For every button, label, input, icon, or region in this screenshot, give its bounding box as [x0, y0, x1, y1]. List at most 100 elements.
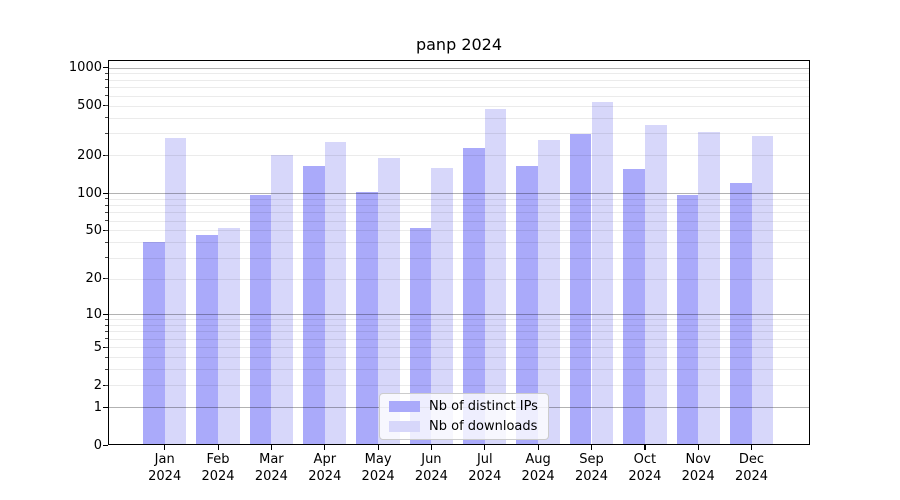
month-label: Sep	[579, 452, 604, 467]
y-minor-tick-mark	[105, 72, 108, 74]
y-tick-label: 200	[77, 147, 102, 163]
y-minor-tick-mark	[105, 198, 108, 200]
minor-gridline	[108, 230, 810, 232]
x-tick-mark	[324, 445, 326, 450]
year-label: 2024	[681, 468, 715, 484]
y-tick-label: 1	[93, 399, 102, 415]
minor-gridline	[108, 385, 810, 386]
x-tick-label-nov: Nov 2024	[671, 452, 725, 485]
bar-distinct-ips-nov	[676, 195, 699, 445]
bar-downloads-feb	[218, 228, 240, 445]
month-label: May	[364, 452, 392, 467]
y-minor-tick-mark	[105, 105, 108, 106]
year-label: 2024	[468, 468, 502, 484]
minor-gridline	[108, 117, 810, 119]
minor-gridline	[108, 95, 810, 97]
bar-downloads-jan	[164, 138, 187, 445]
x-tick-label-jul: Jul 2024	[458, 452, 512, 485]
legend-label-distinct-ips: Nb of distinct IPs	[429, 398, 538, 414]
y-tick-label: 100	[77, 185, 102, 201]
x-tick-label-dec: Dec 2024	[725, 452, 779, 485]
bar-downloads-sep	[591, 101, 614, 445]
minor-gridline	[108, 338, 810, 340]
year-label: 2024	[254, 468, 288, 484]
month-label: Jan	[154, 452, 175, 467]
minor-gridline	[108, 278, 810, 280]
month-label: Mar	[259, 452, 284, 467]
y-tick-label: 50	[85, 222, 102, 238]
minor-gridline	[108, 133, 810, 135]
y-minor-tick-mark	[105, 338, 108, 340]
year-label: 2024	[574, 468, 609, 484]
y-minor-tick-mark	[105, 346, 108, 348]
y-tick-mark	[103, 67, 108, 69]
month-label: Nov	[685, 452, 711, 467]
y-minor-tick-mark	[105, 324, 108, 326]
x-tick-label-sep: Sep 2024	[565, 452, 619, 485]
x-tick-label-jun: Jun 2024	[404, 452, 458, 485]
x-tick-mark	[751, 445, 753, 450]
x-tick-mark	[377, 445, 379, 450]
minor-gridline	[108, 331, 810, 333]
bar-downloads-oct	[644, 125, 667, 445]
minor-gridline	[108, 319, 810, 321]
bar-distinct-ips-jan	[143, 242, 165, 445]
y-minor-tick-mark	[105, 95, 108, 97]
x-tick-mark	[537, 445, 539, 450]
y-minor-tick-mark	[105, 384, 108, 386]
bar-downloads-apr	[324, 142, 347, 445]
y-minor-tick-mark	[105, 204, 108, 206]
minor-gridline	[108, 212, 810, 214]
plot-area: Nb of distinct IPs Nb of downloads	[108, 59, 810, 445]
minor-gridline	[108, 347, 810, 349]
x-tick-mark	[217, 445, 219, 450]
y-minor-tick-mark	[105, 154, 108, 156]
y-minor-tick-mark	[105, 220, 108, 221]
minor-gridline	[108, 87, 810, 89]
x-tick-mark	[430, 445, 433, 450]
minor-gridline	[108, 105, 810, 107]
minor-gridline	[108, 242, 810, 244]
bar-distinct-ips-oct	[623, 168, 645, 445]
x-tick-mark	[591, 445, 593, 450]
x-tick-label-jan: Jan 2024	[138, 452, 192, 485]
bar-distinct-ips-apr	[303, 165, 325, 445]
x-tick-mark	[697, 445, 699, 450]
y-tick-mark	[103, 406, 108, 408]
month-label: Feb	[206, 452, 230, 467]
minor-gridline	[108, 325, 810, 326]
bar-distinct-ips-may	[356, 192, 379, 445]
bar-distinct-ips-feb	[196, 234, 219, 445]
bar-downloads-mar	[271, 155, 294, 445]
bar-downloads-nov	[698, 132, 720, 445]
minor-gridline	[108, 357, 810, 359]
y-minor-tick-mark	[105, 79, 108, 81]
bar-distinct-ips-aug	[516, 165, 539, 445]
legend-swatch-downloads	[389, 420, 420, 432]
minor-gridline	[108, 198, 810, 200]
bar-downloads-jun	[431, 168, 454, 445]
y-minor-tick-mark	[105, 117, 108, 119]
bar-downloads-aug	[538, 139, 560, 445]
bar-distinct-ips-sep	[569, 133, 592, 445]
y-minor-tick-mark	[105, 86, 108, 88]
year-label: 2024	[734, 468, 769, 484]
year-label: 2024	[414, 468, 448, 484]
x-tick-mark	[164, 445, 166, 450]
year-label: 2024	[201, 468, 235, 484]
minor-gridline	[108, 257, 810, 259]
x-tick-label-aug: Aug 2024	[511, 452, 565, 485]
major-gridline	[108, 193, 810, 194]
bar-downloads-may	[378, 158, 400, 445]
minor-gridline	[108, 369, 810, 371]
legend-label-downloads: Nb of downloads	[429, 418, 538, 434]
x-tick-label-feb: Feb 2024	[191, 452, 245, 485]
legend-swatch-distinct-ips	[389, 400, 420, 412]
y-minor-tick-mark	[105, 241, 108, 243]
year-label: 2024	[628, 468, 662, 484]
y-minor-tick-mark	[105, 368, 108, 370]
y-minor-tick-mark	[105, 330, 108, 332]
year-label: 2024	[148, 468, 182, 484]
y-tick-mark	[103, 192, 108, 194]
